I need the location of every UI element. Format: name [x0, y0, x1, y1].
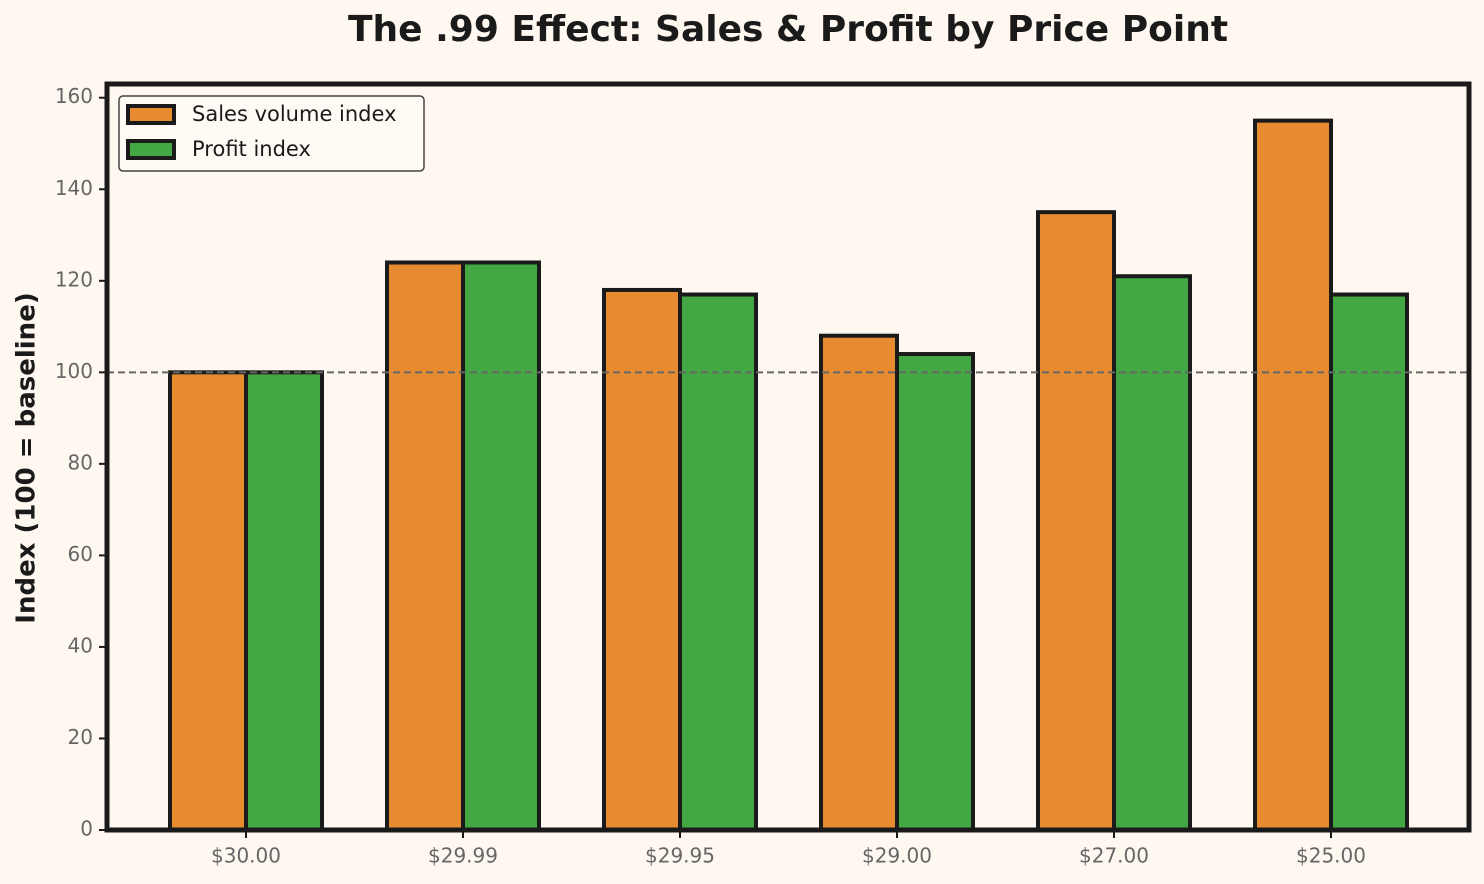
bar — [385, 260, 465, 832]
chart-title: The .99 Effect: Sales & Profit by Price … — [348, 9, 1228, 50]
bar — [1253, 118, 1333, 832]
bar — [1036, 210, 1116, 833]
y-axis-label: Index (100 = baseline) — [12, 292, 42, 623]
x-tick-label: $27.00 — [1079, 844, 1149, 868]
legend-swatch — [126, 104, 176, 125]
y-tick-label: 0 — [80, 817, 93, 841]
bar — [461, 260, 541, 832]
y-tick-label: 100 — [55, 359, 93, 383]
legend-label: Profit index — [192, 137, 311, 161]
bar — [819, 333, 899, 832]
y-tick-label: 80 — [68, 450, 93, 474]
y-tick-label: 40 — [68, 633, 93, 657]
bar — [678, 292, 758, 833]
y-tick-label: 120 — [55, 267, 93, 291]
legend-swatch — [126, 139, 176, 160]
x-tick-label: $29.00 — [862, 844, 932, 868]
legend-box — [118, 95, 425, 172]
plot-frame — [104, 81, 1472, 833]
y-tick-label: 140 — [55, 176, 93, 200]
x-tick-label: $30.00 — [211, 844, 281, 868]
legend-label: Sales volume index — [192, 102, 397, 126]
bar — [1112, 274, 1192, 832]
y-tick-label: 60 — [68, 542, 93, 566]
bar — [602, 287, 682, 832]
bar — [244, 370, 324, 832]
bar — [895, 352, 975, 832]
x-tick-label: $29.99 — [428, 844, 498, 868]
bar — [1329, 292, 1409, 833]
bar — [168, 370, 248, 832]
x-tick-label: $29.95 — [645, 844, 715, 868]
y-tick-label: 20 — [68, 725, 93, 749]
x-tick-label: $25.00 — [1296, 844, 1366, 868]
legend: Sales volume index Profit index — [118, 95, 425, 172]
y-tick-label: 160 — [55, 84, 93, 108]
